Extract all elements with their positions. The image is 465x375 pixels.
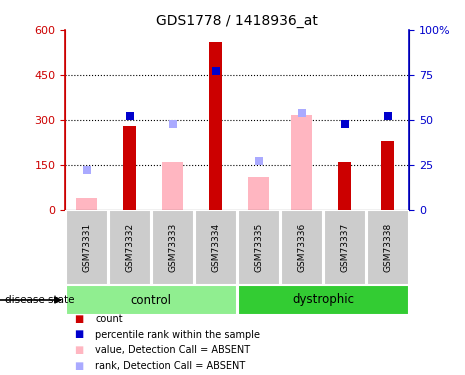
Bar: [338, 162, 351, 210]
Text: ■: ■: [74, 314, 84, 324]
Bar: [248, 177, 269, 210]
Bar: [194, 210, 237, 285]
Bar: [123, 126, 136, 210]
Text: ■: ■: [74, 361, 84, 371]
Text: disease state: disease state: [5, 295, 74, 305]
Text: GSM73331: GSM73331: [82, 223, 91, 272]
Bar: [108, 210, 151, 285]
Text: GSM73338: GSM73338: [383, 223, 392, 272]
Text: dystrophic: dystrophic: [292, 294, 354, 306]
Text: percentile rank within the sample: percentile rank within the sample: [95, 330, 260, 339]
Text: GSM73336: GSM73336: [297, 223, 306, 272]
Text: control: control: [131, 294, 172, 306]
Text: rank, Detection Call = ABSENT: rank, Detection Call = ABSENT: [95, 361, 246, 371]
Text: GSM73333: GSM73333: [168, 223, 177, 272]
Text: ■: ■: [74, 330, 84, 339]
Bar: [291, 116, 312, 210]
Bar: [238, 210, 280, 285]
Bar: [66, 285, 237, 315]
Bar: [66, 210, 108, 285]
Bar: [238, 285, 409, 315]
Bar: [76, 198, 97, 210]
Bar: [381, 141, 394, 210]
Text: value, Detection Call = ABSENT: value, Detection Call = ABSENT: [95, 345, 251, 355]
Text: GSM73335: GSM73335: [254, 223, 263, 272]
Title: GDS1778 / 1418936_at: GDS1778 / 1418936_at: [156, 13, 318, 28]
Text: GSM73334: GSM73334: [211, 223, 220, 272]
Text: ■: ■: [74, 345, 84, 355]
Text: count: count: [95, 314, 123, 324]
Bar: [209, 42, 222, 210]
Bar: [280, 210, 323, 285]
Bar: [152, 210, 194, 285]
Bar: [162, 162, 183, 210]
Text: GSM73332: GSM73332: [125, 223, 134, 272]
Bar: [366, 210, 409, 285]
Bar: [324, 210, 366, 285]
Text: GSM73337: GSM73337: [340, 223, 349, 272]
